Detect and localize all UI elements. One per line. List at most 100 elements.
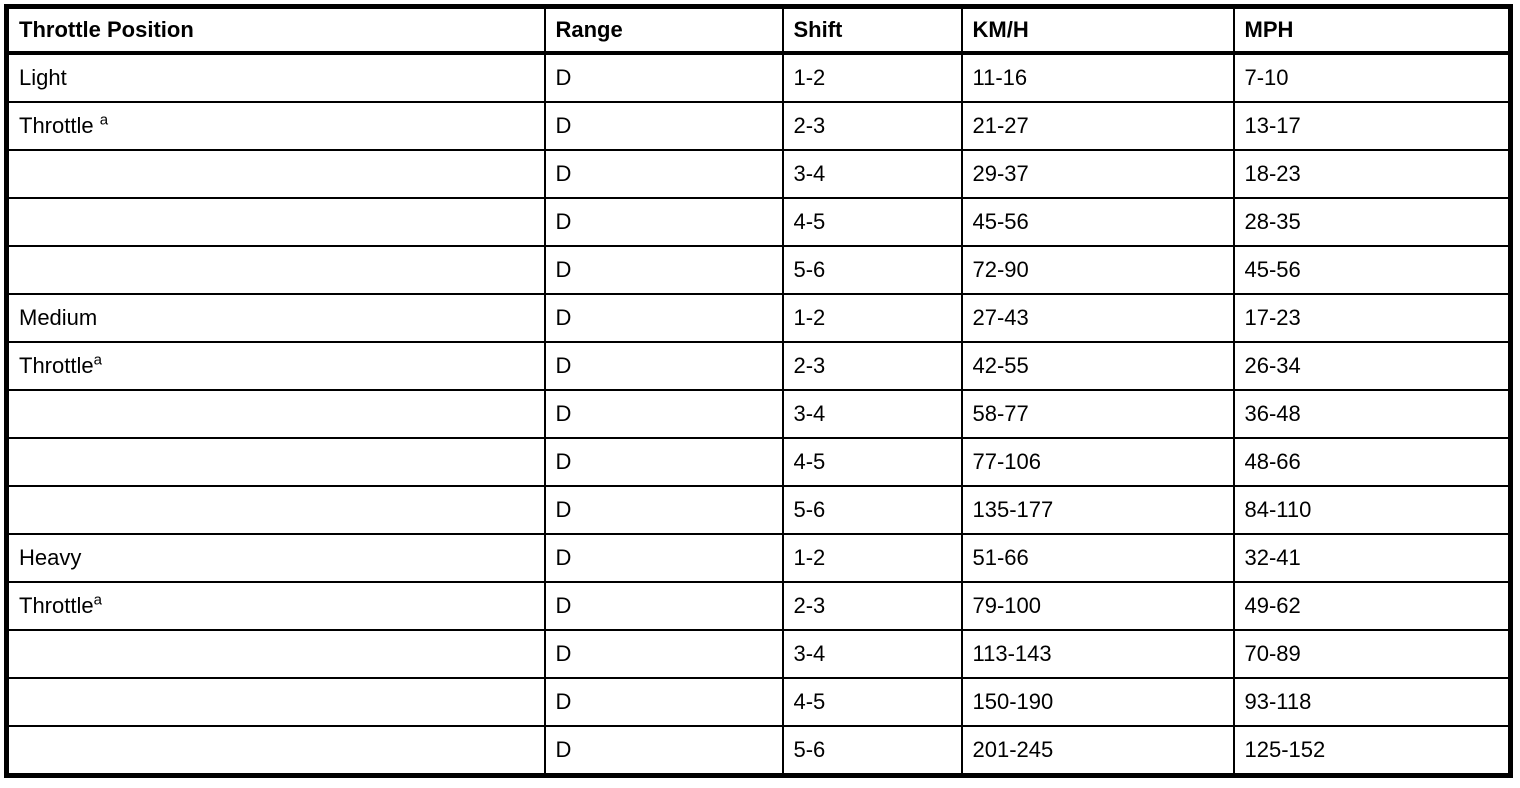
mph-cell: 26-34 — [1232, 341, 1512, 391]
kmh-cell: 135-177 — [960, 485, 1235, 535]
shift-cell: 2-3 — [781, 341, 963, 391]
kmh-cell: 27-43 — [960, 293, 1235, 343]
table-row: D 3-4 58-77 36-48 — [5, 389, 1512, 439]
throttle-position-cell: Throttle a — [5, 101, 546, 151]
kmh-cell: 45-56 — [960, 197, 1235, 247]
range-cell: D — [543, 149, 784, 199]
throttle-position-cell: Light — [5, 52, 546, 103]
range-cell: D — [543, 341, 784, 391]
table-row: D 5-6 72-90 45-56 — [5, 245, 1512, 295]
range-cell: D — [543, 677, 784, 727]
shift-cell: 5-6 — [781, 485, 963, 535]
header-row: Throttle Position Range Shift KM/H MPH — [5, 5, 1512, 55]
table-row: D 4-5 45-56 28-35 — [5, 197, 1512, 247]
table-row: Light D 1-2 11-16 7-10 — [5, 52, 1512, 103]
mph-cell: 48-66 — [1232, 437, 1512, 487]
shift-cell: 5-6 — [781, 725, 963, 777]
shift-cell: 3-4 — [781, 149, 963, 199]
mph-cell: 7-10 — [1232, 52, 1512, 103]
shift-cell: 2-3 — [781, 101, 963, 151]
range-cell: D — [543, 245, 784, 295]
shift-cell: 1-2 — [781, 293, 963, 343]
range-cell: D — [543, 101, 784, 151]
kmh-cell: 79-100 — [960, 581, 1235, 631]
table-row: D 4-5 77-106 48-66 — [5, 437, 1512, 487]
kmh-cell: 51-66 — [960, 533, 1235, 583]
throttle-position-cell: Throttlea — [5, 341, 546, 391]
table-row: Throttle a D 2-3 21-27 13-17 — [5, 101, 1512, 151]
throttle-position-text: Throttle — [19, 352, 94, 378]
shift-cell: 1-2 — [781, 52, 963, 103]
throttle-position-cell — [5, 149, 546, 199]
shift-cell: 2-3 — [781, 581, 963, 631]
footnote-marker: a — [93, 591, 102, 609]
range-cell: D — [543, 725, 784, 777]
shift-cell: 3-4 — [781, 389, 963, 439]
kmh-cell: 58-77 — [960, 389, 1235, 439]
kmh-cell: 113-143 — [960, 629, 1235, 679]
range-cell: D — [543, 52, 784, 103]
table-row: D 5-6 201-245 125-152 — [5, 725, 1512, 777]
throttle-position-cell — [5, 245, 546, 295]
mph-cell: 28-35 — [1232, 197, 1512, 247]
throttle-position-cell — [5, 197, 546, 247]
table-row: D 5-6 135-177 84-110 — [5, 485, 1512, 535]
table-row: D 4-5 150-190 93-118 — [5, 677, 1512, 727]
throttle-position-text: Throttle — [19, 592, 94, 618]
mph-cell: 45-56 — [1232, 245, 1512, 295]
throttle-position-text: Medium — [19, 304, 98, 330]
throttle-position-text: Heavy — [19, 544, 82, 570]
column-header-shift: Shift — [781, 5, 963, 55]
throttle-position-cell — [5, 725, 546, 777]
column-header-throttle-position: Throttle Position — [5, 5, 546, 55]
table-row: Heavy D 1-2 51-66 32-41 — [5, 533, 1512, 583]
column-header-kmh: KM/H — [960, 5, 1235, 55]
kmh-cell: 29-37 — [960, 149, 1235, 199]
shift-cell: 4-5 — [781, 677, 963, 727]
throttle-position-cell: Throttlea — [5, 581, 546, 631]
kmh-cell: 42-55 — [960, 341, 1235, 391]
table-row: D 3-4 113-143 70-89 — [5, 629, 1512, 679]
column-header-mph: MPH — [1232, 5, 1512, 55]
kmh-cell: 11-16 — [960, 52, 1235, 103]
range-cell: D — [543, 581, 784, 631]
kmh-cell: 150-190 — [960, 677, 1235, 727]
throttle-position-cell — [5, 389, 546, 439]
table-row: Throttlea D 2-3 42-55 26-34 — [5, 341, 1512, 391]
throttle-position-text: Throttle — [19, 112, 100, 138]
range-cell: D — [543, 533, 784, 583]
mph-cell: 32-41 — [1232, 533, 1512, 583]
mph-cell: 49-62 — [1232, 581, 1512, 631]
column-header-range: Range — [543, 5, 784, 55]
mph-cell: 36-48 — [1232, 389, 1512, 439]
throttle-position-cell — [5, 485, 546, 535]
shift-cell: 4-5 — [781, 437, 963, 487]
kmh-cell: 21-27 — [960, 101, 1235, 151]
kmh-cell: 72-90 — [960, 245, 1235, 295]
kmh-cell: 201-245 — [960, 725, 1235, 777]
range-cell: D — [543, 485, 784, 535]
shift-speed-table: Throttle Position Range Shift KM/H MPH L… — [4, 4, 1513, 778]
mph-cell: 18-23 — [1232, 149, 1512, 199]
throttle-position-cell: Medium — [5, 293, 546, 343]
range-cell: D — [543, 629, 784, 679]
table-row: Throttlea D 2-3 79-100 49-62 — [5, 581, 1512, 631]
mph-cell: 70-89 — [1232, 629, 1512, 679]
footnote-marker: a — [93, 351, 102, 369]
mph-cell: 13-17 — [1232, 101, 1512, 151]
shift-cell: 1-2 — [781, 533, 963, 583]
mph-cell: 84-110 — [1232, 485, 1512, 535]
shift-cell: 3-4 — [781, 629, 963, 679]
footnote-marker: a — [99, 111, 109, 129]
range-cell: D — [543, 437, 784, 487]
mph-cell: 17-23 — [1232, 293, 1512, 343]
range-cell: D — [543, 197, 784, 247]
table-row: Medium D 1-2 27-43 17-23 — [5, 293, 1512, 343]
mph-cell: 125-152 — [1232, 725, 1512, 777]
throttle-position-cell: Heavy — [5, 533, 546, 583]
mph-cell: 93-118 — [1232, 677, 1512, 727]
table-row: D 3-4 29-37 18-23 — [5, 149, 1512, 199]
throttle-position-cell — [5, 629, 546, 679]
throttle-position-cell — [5, 677, 546, 727]
range-cell: D — [543, 293, 784, 343]
